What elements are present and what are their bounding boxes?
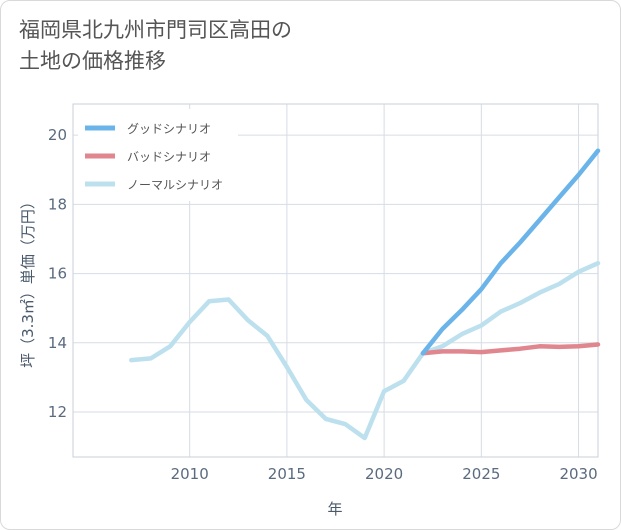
plot-frame xyxy=(72,103,599,458)
series-line-2[interactable] xyxy=(129,260,601,441)
series-lines xyxy=(129,148,601,441)
x-tick-label-2010: 2010 xyxy=(171,465,209,483)
legend-label-0[interactable]: グッドシナリオ xyxy=(127,122,211,136)
y-tick-label-20: 20 xyxy=(48,126,67,144)
chart-title: 福岡県北九州市門司区高田の 土地の価格推移 xyxy=(19,15,292,77)
x-tick-label-2015: 2015 xyxy=(268,465,306,483)
x-tick-label-2020: 2020 xyxy=(365,465,403,483)
legend-label-1[interactable]: バッドシナリオ xyxy=(127,150,211,164)
legend-label-2[interactable]: ノーマルシナリオ xyxy=(127,178,223,192)
tick-labels: 2010 2015 2020 2025 2030 12 14 16 18 20 xyxy=(48,126,598,483)
series-line-1[interactable] xyxy=(420,342,601,356)
series-line-0[interactable] xyxy=(420,148,601,356)
y-tick-label-18: 18 xyxy=(48,195,67,213)
chart-title-line2: 土地の価格推移 xyxy=(19,49,166,73)
x-tick-label-2025: 2025 xyxy=(462,465,500,483)
y-axis-title: 坪（3.3㎡）単価（万円） xyxy=(19,194,37,368)
y-tick-label-16: 16 xyxy=(48,265,67,283)
x-axis-title: 年 xyxy=(327,500,342,518)
y-tick-label-12: 12 xyxy=(48,403,67,421)
chart-title-line1: 福岡県北九州市門司区高田の xyxy=(19,18,292,42)
x-tick-label-2030: 2030 xyxy=(559,465,597,483)
y-tick-label-14: 14 xyxy=(48,334,67,352)
